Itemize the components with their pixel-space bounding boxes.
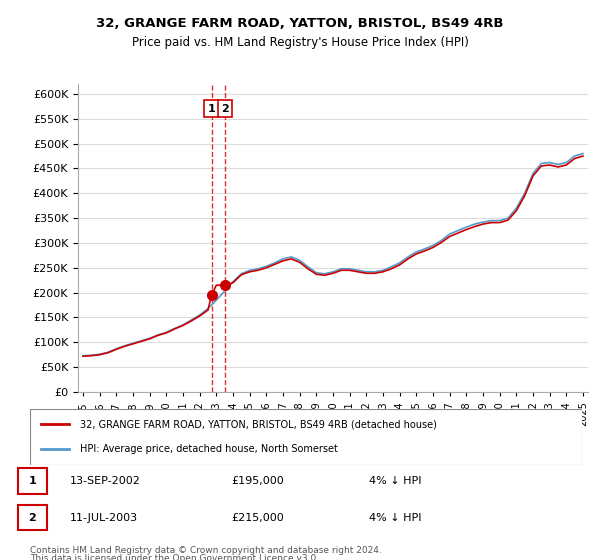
Text: Price paid vs. HM Land Registry's House Price Index (HPI): Price paid vs. HM Land Registry's House … <box>131 36 469 49</box>
Text: 1: 1 <box>208 104 215 114</box>
Text: 2: 2 <box>221 104 229 114</box>
FancyBboxPatch shape <box>18 468 47 494</box>
Text: 32, GRANGE FARM ROAD, YATTON, BRISTOL, BS49 4RB (detached house): 32, GRANGE FARM ROAD, YATTON, BRISTOL, B… <box>80 419 437 430</box>
Text: HPI: Average price, detached house, North Somerset: HPI: Average price, detached house, Nort… <box>80 444 338 454</box>
Text: 13-SEP-2002: 13-SEP-2002 <box>70 476 140 486</box>
Text: Contains HM Land Registry data © Crown copyright and database right 2024.: Contains HM Land Registry data © Crown c… <box>30 546 382 555</box>
Text: £195,000: £195,000 <box>231 476 284 486</box>
FancyBboxPatch shape <box>30 409 582 465</box>
Text: 32, GRANGE FARM ROAD, YATTON, BRISTOL, BS49 4RB: 32, GRANGE FARM ROAD, YATTON, BRISTOL, B… <box>96 17 504 30</box>
FancyBboxPatch shape <box>18 505 47 530</box>
Text: 1: 1 <box>28 476 36 486</box>
Text: 2: 2 <box>28 512 36 522</box>
Text: This data is licensed under the Open Government Licence v3.0.: This data is licensed under the Open Gov… <box>30 554 319 560</box>
Text: £215,000: £215,000 <box>231 512 284 522</box>
Text: 4% ↓ HPI: 4% ↓ HPI <box>369 512 422 522</box>
Text: 11-JUL-2003: 11-JUL-2003 <box>70 512 138 522</box>
Text: 4% ↓ HPI: 4% ↓ HPI <box>369 476 422 486</box>
